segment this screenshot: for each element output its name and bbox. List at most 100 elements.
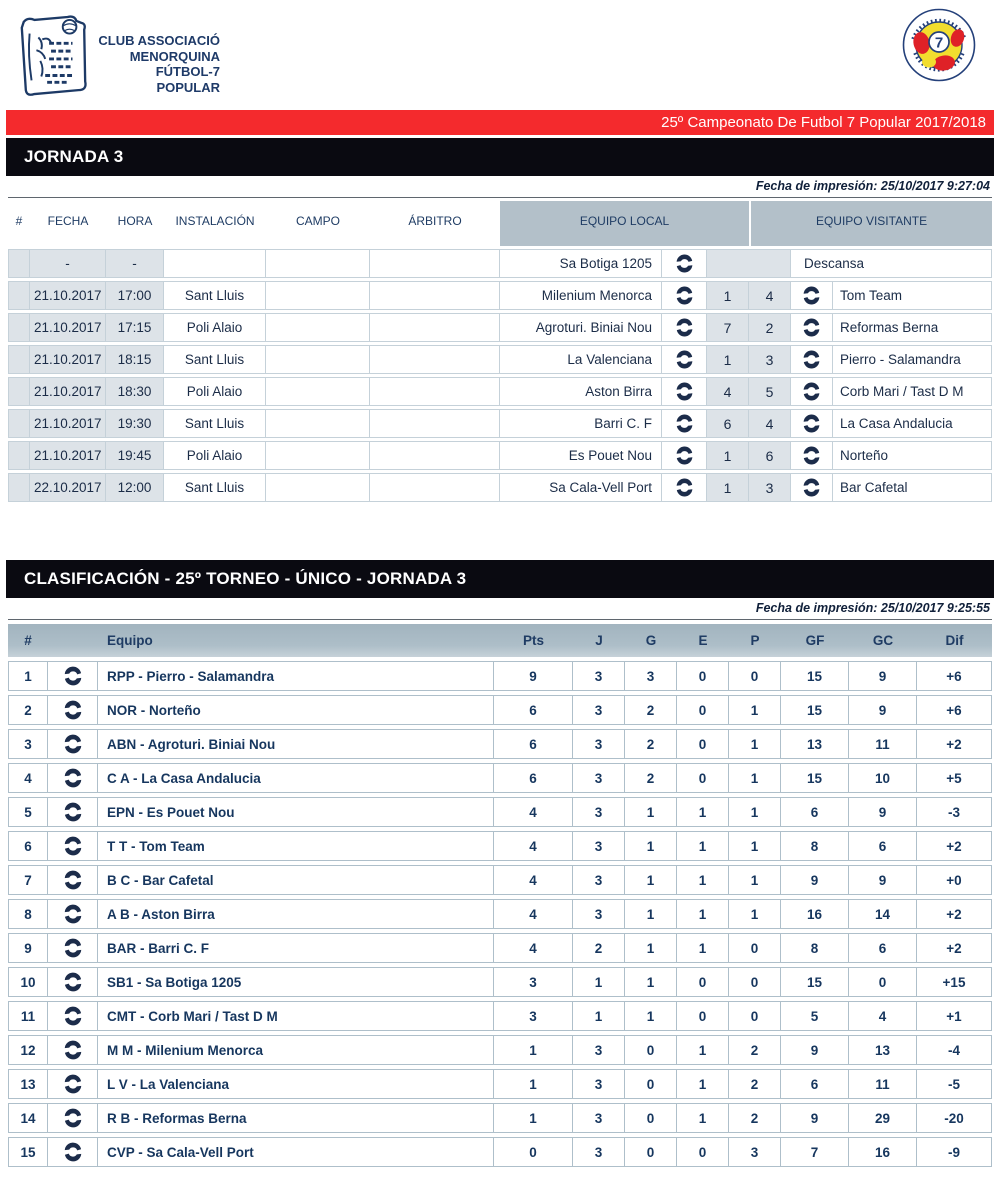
local-team: Barri C. F	[500, 409, 662, 438]
team-pos: 7	[8, 865, 48, 895]
match-instalacion: Sant Lluis	[164, 409, 266, 438]
club-crest-swirl-icon	[48, 729, 98, 759]
col-crest	[48, 624, 98, 657]
local-team: Milenium Menorca	[500, 281, 662, 310]
match-num	[8, 249, 30, 278]
team-g: 0	[625, 1103, 677, 1133]
team-pos: 9	[8, 933, 48, 963]
col-j: J	[573, 624, 625, 657]
team-gc: 11	[849, 729, 917, 759]
match-campo	[266, 313, 370, 342]
club-crest-swirl-icon	[48, 661, 98, 691]
team-gc: 0	[849, 967, 917, 997]
team-p: 2	[729, 1069, 781, 1099]
team-name: A B - Aston Birra	[98, 899, 494, 929]
club-crest-swirl-icon	[791, 441, 834, 470]
col-pos: #	[8, 624, 48, 657]
team-name: B C - Bar Cafetal	[98, 865, 494, 895]
match-fecha: 21.10.2017	[30, 441, 106, 470]
club-crest-swirl-icon	[662, 473, 707, 502]
team-name: T T - Tom Team	[98, 831, 494, 861]
team-pos: 1	[8, 661, 48, 691]
team-gf: 9	[781, 1103, 849, 1133]
team-p: 1	[729, 797, 781, 827]
team-pts: 3	[494, 1001, 573, 1031]
match-campo	[266, 377, 370, 406]
club-crest-swirl-icon	[48, 695, 98, 725]
competition-banner-text: 25º Campeonato De Futbol 7 Popular 2017/…	[661, 114, 986, 131]
team-dif: +2	[917, 899, 992, 929]
match-num	[8, 441, 30, 470]
club-crest-swirl-icon	[791, 313, 834, 342]
team-name: EPN - Es Pouet Nou	[98, 797, 494, 827]
club-parchment-logo	[20, 15, 87, 96]
team-dif: +0	[917, 865, 992, 895]
match-fecha: -	[30, 249, 106, 278]
team-pos: 14	[8, 1103, 48, 1133]
team-e: 0	[677, 661, 729, 691]
match-row: - - Sa Botiga 1205 Descansa	[8, 249, 993, 278]
team-dif: +2	[917, 831, 992, 861]
classification-row: 3 ABN - Agroturi. Biniai Nou 6 3 2 0 1 1…	[8, 729, 992, 759]
club-crest-swirl-icon	[48, 1103, 98, 1133]
team-gf: 15	[781, 661, 849, 691]
team-j: 1	[573, 1001, 625, 1031]
team-pts: 1	[494, 1069, 573, 1099]
match-arbitro	[370, 377, 500, 406]
col-equipo: Equipo	[98, 624, 494, 657]
team-j: 3	[573, 1069, 625, 1099]
team-j: 2	[573, 933, 625, 963]
match-num	[8, 473, 30, 502]
match-campo	[266, 281, 370, 310]
visitor-team: La Casa Andalucia	[833, 409, 993, 438]
col-campo: CAMPO	[295, 214, 340, 228]
team-j: 3	[573, 831, 625, 861]
team-g: 2	[625, 763, 677, 793]
team-e: 0	[677, 729, 729, 759]
match-arbitro	[370, 313, 500, 342]
match-row: 21.10.2017 19:30 Sant Lluis Barri C. F 6…	[8, 409, 993, 438]
team-gc: 11	[849, 1069, 917, 1099]
visitor-team: Pierro - Salamandra	[833, 345, 993, 374]
clasificacion-print-date: Fecha de impresión: 25/10/2017 9:25:55	[8, 598, 992, 620]
classification-row: 2 NOR - Norteño 6 3 2 0 1 15 9 +6	[8, 695, 992, 725]
classification-row: 13 L V - La Valenciana 1 3 0 1 2 6 11 -5	[8, 1069, 992, 1099]
col-instalacion: INSTALACIÓN	[175, 214, 255, 228]
team-name: RPP - Pierro - Salamandra	[98, 661, 494, 691]
team-gc: 9	[849, 661, 917, 691]
club-crest-swirl-icon	[662, 249, 707, 278]
match-arbitro	[370, 345, 500, 374]
team-pts: 6	[494, 695, 573, 725]
club-crest-swirl-icon	[48, 1137, 98, 1167]
team-pts: 3	[494, 967, 573, 997]
classification-row: 11 CMT - Corb Mari / Tast D M 3 1 1 0 0 …	[8, 1001, 992, 1031]
score-visitor: 5	[749, 377, 792, 406]
classification-row: 5 EPN - Es Pouet Nou 4 3 1 1 1 6 9 -3	[8, 797, 992, 827]
team-p: 1	[729, 831, 781, 861]
team-gf: 9	[781, 865, 849, 895]
team-gf: 13	[781, 729, 849, 759]
match-instalacion: Sant Lluis	[164, 345, 266, 374]
team-gf: 15	[781, 763, 849, 793]
club-crest-swirl-icon	[662, 281, 707, 310]
team-gc: 6	[849, 831, 917, 861]
team-g: 1	[625, 1001, 677, 1031]
team-name: CMT - Corb Mari / Tast D M	[98, 1001, 494, 1031]
team-name: C A - La Casa Andalucia	[98, 763, 494, 793]
team-pos: 8	[8, 899, 48, 929]
club-crest-swirl-icon	[48, 1001, 98, 1031]
team-e: 1	[677, 899, 729, 929]
team-pos: 5	[8, 797, 48, 827]
team-e: 1	[677, 1069, 729, 1099]
classification-row: 4 C A - La Casa Andalucia 6 3 2 0 1 15 1…	[8, 763, 992, 793]
team-p: 1	[729, 695, 781, 725]
match-row: 22.10.2017 12:00 Sant Lluis Sa Cala-Vell…	[8, 473, 993, 502]
club-crest-swirl-icon	[48, 1035, 98, 1065]
match-campo	[266, 441, 370, 470]
team-j: 3	[573, 661, 625, 691]
team-gc: 4	[849, 1001, 917, 1031]
classification-row: 14 R B - Reformas Berna 1 3 0 1 2 9 29 -…	[8, 1103, 992, 1133]
match-num	[8, 281, 30, 310]
score-local: 4	[707, 377, 750, 406]
classification-row: 12 M M - Milenium Menorca 1 3 0 1 2 9 13…	[8, 1035, 992, 1065]
